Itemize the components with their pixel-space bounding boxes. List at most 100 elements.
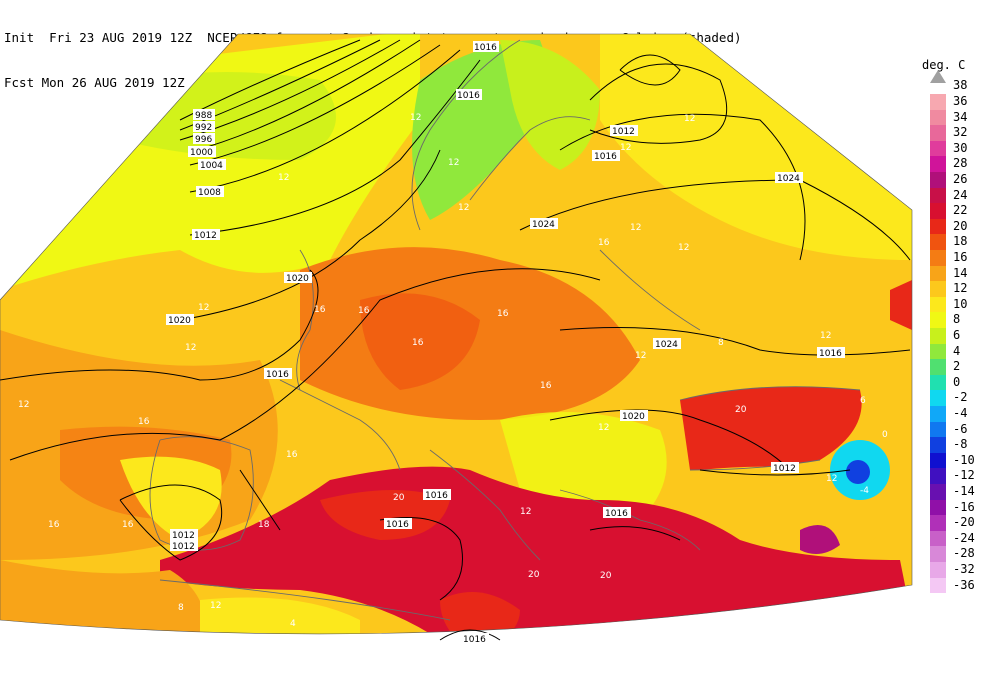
legend-label: 32	[953, 125, 968, 140]
dewpoint-label: 20	[528, 570, 540, 580]
legend-swatch	[930, 94, 946, 110]
legend-label: -28	[953, 546, 975, 561]
dewpoint-label: 16	[540, 381, 552, 391]
dewpoint-label: 16	[122, 520, 134, 530]
legend-label: 36	[953, 94, 968, 108]
dewpoint-label: 12	[598, 423, 609, 433]
legend-label: -24	[953, 530, 975, 545]
dewpoint-label: 16	[48, 520, 60, 530]
legend-swatch	[930, 328, 946, 344]
isobar-label: 1004	[200, 161, 223, 171]
isobar-label: 1008	[198, 188, 221, 198]
legend-label: 22	[953, 203, 968, 218]
legend-label: 12	[953, 281, 968, 296]
legend-swatch	[930, 374, 946, 391]
legend-label: 6	[953, 328, 961, 342]
isobar-label: 1012	[612, 127, 635, 137]
legend-overflow-triangle	[930, 70, 946, 83]
dewpoint-label: 20	[600, 571, 612, 581]
legend-swatch	[930, 265, 946, 282]
isobar-label: 988	[195, 111, 212, 121]
legend-swatch	[930, 577, 946, 594]
isobar-label: 1024	[532, 220, 555, 230]
legend-label: -10	[953, 452, 975, 467]
dewpoint-label: 16	[358, 306, 370, 316]
legend-label: -2	[953, 390, 968, 405]
legend-swatch	[930, 296, 946, 313]
legend-swatch	[930, 484, 946, 500]
legend-label: -8	[953, 437, 968, 452]
dewpoint-label: 12	[820, 331, 831, 341]
legend-title: deg. C	[922, 58, 966, 72]
legend-swatch	[930, 359, 946, 375]
isobar-label: 1020	[622, 412, 645, 422]
legend-swatch	[930, 546, 946, 562]
dewpoint-label: 12	[620, 143, 631, 153]
legend-label: 4	[953, 343, 961, 358]
dewpoint-label: 12	[520, 507, 531, 517]
legend-swatch	[930, 499, 946, 516]
isobar-label: 1016	[425, 491, 448, 501]
dewpoint-label: 12	[678, 243, 689, 253]
legend-swatch	[930, 172, 946, 188]
isobar-label: 1016	[594, 152, 617, 162]
isobar-label: 1016	[605, 509, 628, 519]
legend-label: 28	[953, 156, 968, 171]
dewpoint-label: 12	[448, 158, 459, 168]
isobar-label: 1020	[286, 274, 309, 284]
isobar-label: 1012	[172, 542, 195, 552]
dewpoint-label: 18	[258, 520, 270, 530]
legend-label: 18	[953, 234, 968, 249]
dewpoint-label: -4	[860, 486, 869, 496]
legend-label: -32	[953, 562, 975, 576]
legend-swatch	[930, 218, 946, 235]
legend-label: -12	[953, 468, 975, 483]
legend-label: 30	[953, 140, 968, 155]
dewpoint-label: 12	[198, 303, 209, 313]
legend-swatch	[930, 515, 946, 531]
legend-swatch	[930, 468, 946, 484]
legend-swatch	[930, 234, 946, 250]
legend-swatch	[930, 530, 946, 547]
legend-swatch	[930, 312, 946, 328]
legend-label: 2	[953, 359, 961, 374]
dewpoint-label-group: 12 12 12 16 16 16 12 12 12 12 16 16 16 1…	[18, 113, 888, 629]
legend-swatch	[930, 250, 946, 266]
isobar-label: 1024	[655, 340, 678, 350]
legend-label: 24	[953, 187, 968, 202]
legend-swatch	[930, 203, 946, 219]
legend-swatch	[930, 140, 946, 157]
coastlines	[149, 39, 861, 621]
dewpoint-label: 0	[882, 430, 888, 440]
isobar-label: 1012	[172, 531, 195, 541]
isobar-label: 1016	[819, 349, 842, 359]
dewpoint-label: 12	[826, 474, 837, 484]
dewpoint-label: 12	[630, 223, 641, 233]
isobar-label: 996	[195, 135, 212, 145]
legend-label: -14	[953, 484, 975, 498]
isobar-label: 1016	[463, 635, 486, 645]
isobar-label: 1012	[773, 464, 796, 474]
dewpoint-label: 20	[393, 493, 405, 503]
legend-swatch	[930, 109, 946, 126]
isobar-label: 1000	[190, 148, 213, 158]
legend-label: -36	[953, 577, 975, 592]
legend-label: 26	[953, 172, 968, 186]
isobar-label-group: 1016 1016 988 992 996 1000 1004 1008 101…	[166, 41, 845, 645]
legend-swatch	[930, 281, 946, 297]
legend-swatch	[930, 437, 946, 453]
legend-swatch	[930, 562, 946, 578]
isobar-label: 1024	[777, 174, 800, 184]
isobar-label: 1020	[168, 316, 191, 326]
isobar-label: 1016	[266, 370, 289, 380]
dewpoint-label: 12	[185, 343, 196, 353]
legend-label: -20	[953, 515, 975, 530]
dewpoint-label: 20	[735, 405, 747, 415]
legend-swatch	[930, 343, 946, 360]
legend-label: 34	[953, 109, 968, 124]
dewpoint-label: 16	[138, 417, 150, 427]
legend-swatch	[930, 406, 946, 422]
dewpoint-label: 6	[860, 396, 866, 406]
dewpoint-label: 12	[684, 114, 695, 124]
